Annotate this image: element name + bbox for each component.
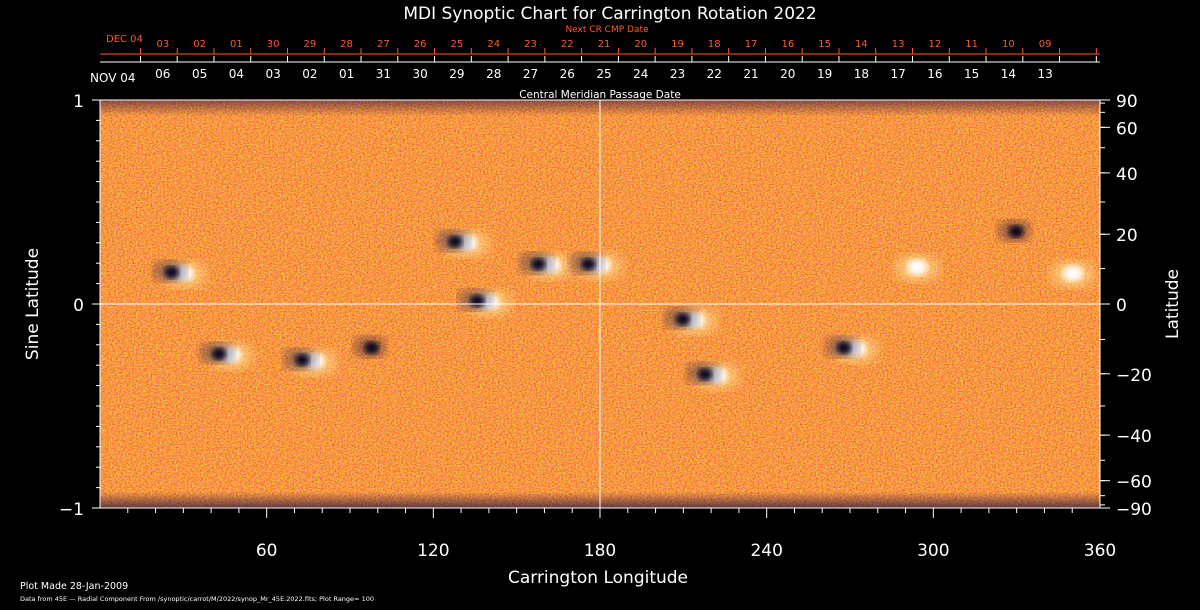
date-label: 18: [854, 67, 869, 81]
sine-latitude-axis: 1 0 −1: [59, 92, 100, 520]
lat-tick-label: 90: [1116, 92, 1138, 112]
x-axis-label: Carrington Longitude: [508, 568, 688, 588]
date-label: 30: [267, 39, 280, 50]
date-label: 20: [780, 67, 795, 81]
date-label: 21: [598, 39, 611, 50]
date-label: 23: [670, 67, 685, 81]
date-label: 21: [743, 67, 758, 81]
date-label: 14: [855, 39, 868, 50]
date-start-label: DEC 04: [106, 34, 143, 45]
date-label: 13: [892, 39, 905, 50]
y-tick-label: 0: [73, 296, 84, 316]
date-label: 17: [745, 39, 758, 50]
date-label: 24: [487, 39, 500, 50]
date-label: 10: [1002, 39, 1015, 50]
date-label: 16: [781, 39, 794, 50]
date-label: 12: [929, 39, 942, 50]
date-label: 25: [451, 39, 464, 50]
active-region-negative: [698, 368, 713, 381]
date-label: 27: [377, 39, 390, 50]
chart-title: MDI Synoptic Chart for Carrington Rotati…: [403, 4, 816, 24]
date-label: 25: [596, 67, 611, 81]
lat-tick-label: −90: [1116, 500, 1152, 520]
active-region-negative: [212, 348, 226, 360]
lat-tick-label: −40: [1116, 427, 1152, 447]
data-source-note: Data from 45E — Radial Component From /s…: [20, 595, 374, 603]
x-tick-label: 180: [584, 541, 616, 561]
date-label: 17: [890, 67, 905, 81]
date-label: 23: [524, 39, 537, 50]
date-label: 13: [1038, 67, 1053, 81]
y-tick-label: −1: [59, 500, 84, 520]
date-label: 24: [633, 67, 648, 81]
active-region-positive: [907, 259, 928, 276]
lat-tick-label: 20: [1116, 226, 1138, 246]
date-label: 27: [523, 67, 538, 81]
longitude-axis: 60 120 180 240 300 360: [127, 508, 1116, 561]
date-label: 15: [964, 67, 979, 81]
lat-tick-label: 0: [1116, 296, 1127, 316]
next-cr-label: Next CR CMP Date: [565, 25, 649, 35]
date-label: 04: [229, 67, 244, 81]
y-axis-label-right: Latitude: [1163, 269, 1183, 339]
x-tick-label: 240: [750, 541, 782, 561]
date-label: 26: [560, 67, 575, 81]
lat-tick-label: −60: [1116, 473, 1152, 493]
date-label: 01: [230, 39, 243, 50]
date-label: 19: [671, 39, 684, 50]
latitude-axis: 90 60 40 20 0 −20 −40 −60 −90: [1100, 92, 1152, 520]
date-start-label: NOV 04: [90, 71, 136, 85]
active-region-negative: [164, 266, 179, 279]
date-label: 03: [156, 39, 169, 50]
date-label: 29: [304, 39, 317, 50]
date-label: 30: [413, 67, 428, 81]
active-region-negative: [581, 258, 596, 271]
date-label: 06: [155, 67, 170, 81]
date-label: 16: [927, 67, 942, 81]
date-label: 03: [265, 67, 280, 81]
active-region-negative: [1009, 225, 1024, 238]
date-label: 22: [561, 39, 574, 50]
active-region-positive: [1062, 265, 1083, 282]
date-label: 28: [486, 67, 501, 81]
active-region-negative: [448, 235, 463, 248]
date-label: 01: [339, 67, 354, 81]
lat-tick-label: 40: [1116, 165, 1138, 185]
date-label: 09: [1039, 39, 1052, 50]
active-region-negative: [837, 341, 851, 354]
active-region-negative: [531, 258, 546, 271]
date-label: 22: [707, 67, 722, 81]
date-label: 29: [449, 67, 464, 81]
lat-tick-label: 60: [1116, 119, 1138, 139]
x-tick-label: 60: [256, 541, 278, 561]
active-region-negative: [470, 294, 485, 307]
date-label: 28: [340, 39, 353, 50]
next-cr-date-axis: 03 02 01 30 29 28 27 26 25 24 23 22 21 20 19 18 17 16 15 14…: [100, 34, 1100, 55]
active-region-negative: [295, 354, 310, 367]
date-label: 19: [817, 67, 832, 81]
date-label: 02: [193, 39, 206, 50]
x-tick-label: 300: [917, 541, 949, 561]
grid-lines: [100, 100, 1100, 508]
x-tick-label: 120: [417, 541, 449, 561]
plot-made-note: Plot Made 28-Jan-2009: [20, 581, 128, 592]
date-label: 18: [708, 39, 721, 50]
cmp-axis-label: Central Meridian Passage Date: [519, 89, 681, 101]
y-tick-label: 1: [73, 92, 84, 112]
active-region-negative: [675, 313, 690, 326]
date-label: 05: [192, 67, 207, 81]
date-label: 14: [1001, 67, 1016, 81]
date-label: 02: [302, 67, 317, 81]
date-label: 20: [634, 39, 647, 50]
date-label: 31: [376, 67, 391, 81]
lat-tick-label: −20: [1116, 366, 1152, 386]
cmp-date-axis: 06 05 04 03 02 01 31 30 29 28 27 26 25 24 23 22 21 20 19 18…: [90, 56, 1100, 85]
date-label: 11: [965, 39, 978, 50]
active-region-negative: [364, 341, 379, 354]
date-label: 15: [818, 39, 831, 50]
x-tick-label: 360: [1084, 541, 1116, 561]
date-label: 26: [414, 39, 427, 50]
y-axis-label-left: Sine Latitude: [23, 248, 43, 360]
